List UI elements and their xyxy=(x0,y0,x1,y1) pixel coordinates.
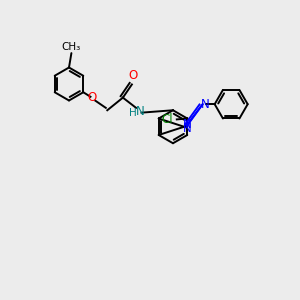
Text: N: N xyxy=(183,122,192,135)
Text: O: O xyxy=(128,69,137,82)
Text: N: N xyxy=(183,118,192,131)
Text: O: O xyxy=(87,91,96,104)
Text: N: N xyxy=(136,105,144,118)
Text: Cl: Cl xyxy=(162,113,173,127)
Text: CH₃: CH₃ xyxy=(62,42,81,52)
Text: N: N xyxy=(200,98,209,111)
Text: H: H xyxy=(129,108,137,118)
